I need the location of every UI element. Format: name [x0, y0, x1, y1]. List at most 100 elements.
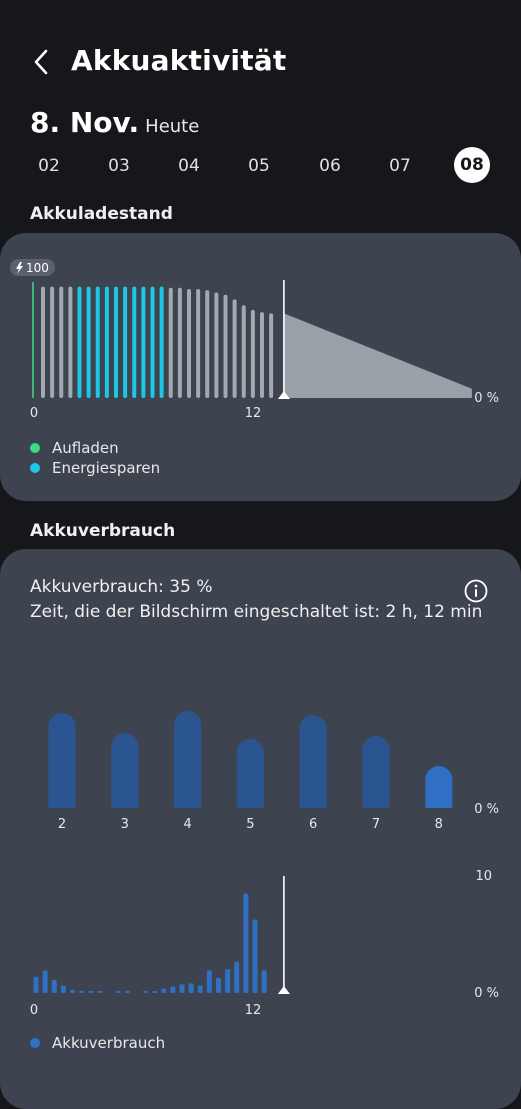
hourly-bar: [234, 961, 240, 993]
level-bar: [141, 286, 146, 398]
day-chip[interactable]: 04: [178, 156, 200, 176]
level-bar: [41, 286, 45, 398]
daily-bar[interactable]: [236, 739, 264, 808]
chevron-left-icon: [34, 49, 48, 75]
y-max-label: 10: [475, 869, 492, 884]
category-label: 4: [183, 817, 191, 832]
category-label: 3: [121, 817, 129, 832]
day-chip[interactable]: 05: [248, 156, 270, 176]
day-chip[interactable]: 06: [319, 156, 341, 176]
date-main: 8. Nov.: [30, 106, 140, 139]
hourly-bar: [197, 985, 203, 993]
legend-item: Energiesparen: [30, 459, 160, 477]
hourly-bar: [243, 893, 249, 993]
level-bar: [150, 286, 155, 398]
badge-label: 100: [26, 261, 49, 275]
x-tick-label: 0: [30, 406, 38, 421]
level-bar: [250, 309, 255, 398]
usage-section-title: Akkuverbrauch: [30, 521, 176, 541]
day-chip[interactable]: 03: [108, 156, 130, 176]
hourly-bar: [179, 984, 185, 993]
hourly-bar: [143, 990, 148, 993]
hourly-bar: [33, 976, 39, 993]
screen-on-time-text: Zeit, die der Bildschirm eingeschaltet i…: [30, 602, 483, 622]
hourly-bar: [252, 919, 258, 993]
prediction-area: [283, 313, 472, 398]
daily-bar[interactable]: [425, 766, 453, 808]
day-selector: 02 03 04 05 06 07 08: [0, 147, 521, 188]
usage-percentage-text: Akkuverbrauch: 35 %: [30, 577, 213, 597]
day-chip[interactable]: 07: [389, 156, 411, 176]
hourly-usage-chart: 10 0 % 0 12: [30, 869, 499, 1018]
info-button[interactable]: [463, 578, 489, 604]
category-label: 2: [58, 817, 66, 832]
battery-level-card: 100 0 12 0 % Aufladen Energiesparen: [0, 233, 521, 501]
level-bar: [187, 288, 191, 398]
legend-label: Akkuverbrauch: [52, 1034, 166, 1052]
level-section-title: Akkuladestand: [30, 204, 173, 224]
back-button[interactable]: [26, 44, 56, 80]
level-bar: [114, 286, 118, 398]
level-bar: [132, 286, 137, 398]
level-bar: [232, 299, 237, 398]
level-bar: [269, 313, 274, 398]
category-label: 6: [309, 817, 317, 832]
level-bar: [95, 286, 100, 398]
level-bar: [241, 305, 246, 398]
y-min-label: 0 %: [474, 391, 499, 406]
daily-bar[interactable]: [111, 733, 139, 808]
level-bar: [159, 286, 164, 398]
hourly-bar: [152, 991, 158, 993]
level-bar: [223, 294, 228, 398]
level-bar: [86, 286, 91, 398]
day-chip[interactable]: 02: [38, 156, 60, 176]
legend-dot: [30, 463, 40, 473]
current-time-marker: [277, 986, 290, 994]
daily-usage-chart: 2 3 4 5 6 7 8 0 %: [48, 711, 499, 832]
hourly-bar: [70, 989, 75, 993]
daily-bar[interactable]: [48, 713, 76, 808]
y-min-label: 0 %: [474, 802, 499, 817]
hourly-bar: [170, 986, 176, 993]
legend-item: Aufladen: [30, 439, 119, 457]
hourly-bar: [161, 988, 167, 993]
x-tick-label: 12: [245, 1003, 262, 1018]
legend-dot: [30, 443, 40, 453]
hourly-bar: [97, 990, 103, 993]
level-bar: [196, 288, 201, 398]
level-bar: [177, 287, 182, 398]
hourly-bar: [42, 970, 48, 993]
app-header: Akkuaktivität: [0, 0, 521, 110]
battery-usage-card: [0, 549, 521, 1109]
category-label: 8: [435, 817, 443, 832]
legend-item: Akkuverbrauch: [30, 1034, 165, 1052]
page-title: Akkuaktivität: [71, 44, 287, 77]
level-bar: [77, 286, 82, 398]
bolt-icon: [16, 262, 23, 274]
hourly-bar: [51, 980, 57, 993]
hourly-bar: [115, 990, 121, 993]
hourly-bar: [261, 970, 267, 993]
legend-dot: [30, 1038, 40, 1048]
hourly-bar: [206, 970, 212, 993]
date-heading: 8. Nov. Heute: [30, 106, 199, 139]
hourly-bar: [60, 985, 66, 993]
hourly-bar: [216, 977, 221, 993]
level-bar: [123, 286, 128, 398]
daily-bar[interactable]: [362, 736, 390, 808]
date-sub: Heute: [145, 116, 200, 137]
hourly-bar: [188, 983, 194, 993]
level-bar: [68, 286, 73, 398]
daily-bar[interactable]: [174, 711, 202, 808]
level-bar: [59, 286, 64, 398]
current-time-marker: [277, 391, 290, 399]
hourly-bar: [124, 990, 130, 993]
level-bar: [205, 290, 210, 398]
day-chip-selected[interactable]: 08: [454, 147, 490, 183]
level-bar: [214, 292, 219, 398]
category-label: 7: [372, 817, 380, 832]
hourly-bar: [225, 969, 231, 993]
category-label: 5: [246, 817, 254, 832]
x-tick-label: 0: [30, 1003, 38, 1018]
daily-bar[interactable]: [299, 715, 327, 808]
